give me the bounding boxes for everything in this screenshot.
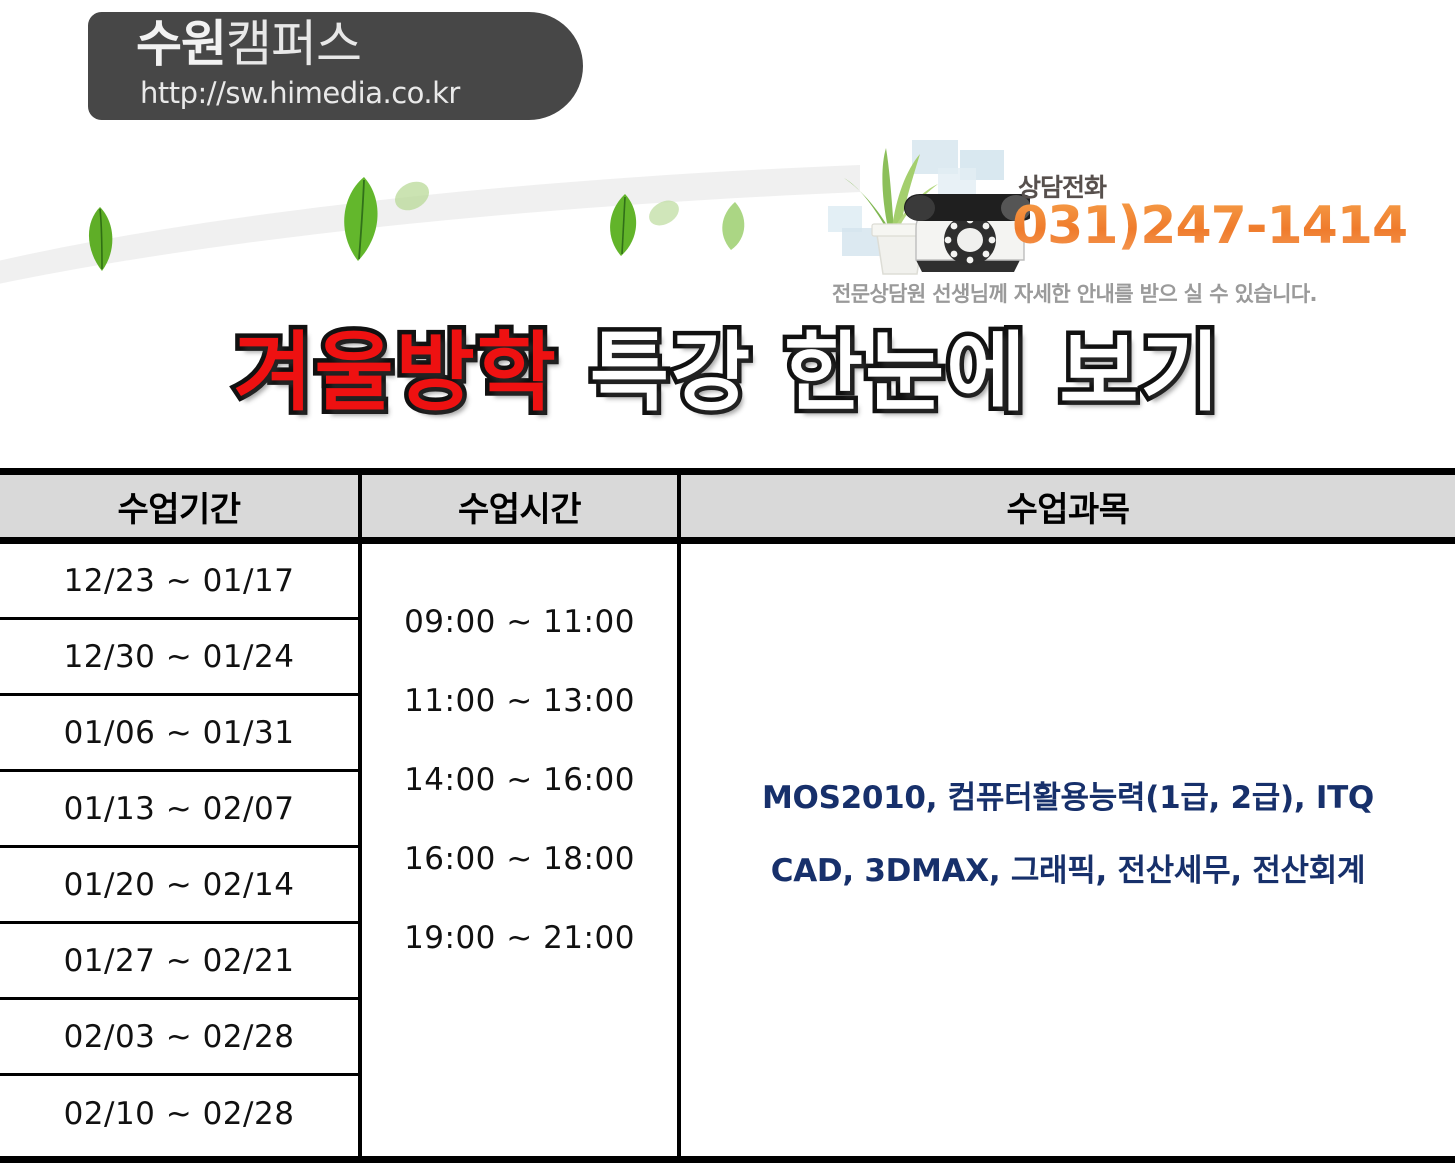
consult-phone-number[interactable]: 031)247-1414 [1012, 196, 1408, 256]
table-row: 01/20 ~ 02/14 [0, 848, 358, 924]
schedule-table: 수업기간 수업시간 수업과목 12/23 ~ 01/17 12/30 ~ 01/… [0, 462, 1455, 1163]
subject-column: MOS2010, 컴퓨터활용능력(1급, 2급), ITQ CAD, 3DMAX… [681, 544, 1455, 1156]
leaf-icon [649, 200, 679, 226]
consult-label: 상담전화 [1018, 173, 1107, 202]
table-row: 12/30 ~ 01/24 [0, 620, 358, 696]
table-row: 02/10 ~ 02/28 [63, 1096, 295, 1132]
time-slot: 16:00 ~ 18:00 [404, 841, 635, 877]
table-header-row: 수업기간 수업시간 수업과목 [0, 468, 1455, 544]
column-divider [358, 544, 362, 1162]
consult-contact-block: 상담전화 031)247-1414 전문상담원 선생님께 자세한 안내를 받으 … [820, 128, 1408, 313]
leaf-icon [722, 202, 745, 250]
time-column: 09:00 ~ 11:00 11:00 ~ 13:00 14:00 ~ 16:0… [362, 544, 677, 1156]
page-title: 겨울방학 특강 한눈에 보기 [0, 321, 1455, 425]
table-row: 02/03 ~ 02/28 [0, 1000, 358, 1076]
campus-name: 수원캠퍼스 [136, 15, 362, 73]
time-slot: 09:00 ~ 11:00 [404, 604, 635, 640]
page-title-highlight: 겨울방학 [229, 321, 560, 425]
leaf-icon [88, 207, 113, 271]
table-row: 01/27 ~ 02/21 [0, 924, 358, 1000]
subject-line: MOS2010, 컴퓨터활용능력(1급, 2급), ITQ [761, 780, 1374, 816]
column-header-subject: 수업과목 [677, 475, 1455, 537]
leaf-icon [344, 177, 378, 261]
campus-url[interactable]: http://sw.himedia.co.kr [140, 76, 460, 110]
table-row: 12/23 ~ 01/17 [0, 544, 358, 620]
campus-brand-badge: 수원캠퍼스 http://sw.himedia.co.kr [88, 12, 583, 120]
table-bottom-border [0, 1156, 1455, 1163]
time-slot: 14:00 ~ 16:00 [404, 762, 635, 798]
rotary-phone-icon [828, 140, 1030, 275]
table-row: 01/06 ~ 01/31 [0, 696, 358, 772]
campus-name-thin: 캠퍼스 [226, 15, 362, 73]
swoosh-decoration [0, 165, 860, 284]
table-row: 01/13 ~ 02/07 [0, 772, 358, 848]
leaf-icon [610, 194, 637, 256]
subject-line: CAD, 3DMAX, 그래픽, 전산세무, 전산회계 [770, 853, 1366, 889]
column-divider [677, 544, 681, 1162]
campus-name-bold: 수원 [136, 15, 227, 73]
leaf-icon [394, 181, 430, 211]
time-slot: 11:00 ~ 13:00 [404, 683, 635, 719]
page-title-rest: 특강 한눈에 보기 [557, 321, 1224, 425]
period-column: 12/23 ~ 01/17 12/30 ~ 01/24 01/06 ~ 01/3… [0, 544, 358, 1152]
column-header-time: 수업시간 [358, 475, 677, 537]
consult-note: 전문상담원 선생님께 자세한 안내를 받으 실 수 있습니다. [832, 282, 1318, 306]
time-slot: 19:00 ~ 21:00 [404, 920, 635, 956]
column-header-period: 수업기간 [117, 489, 241, 530]
